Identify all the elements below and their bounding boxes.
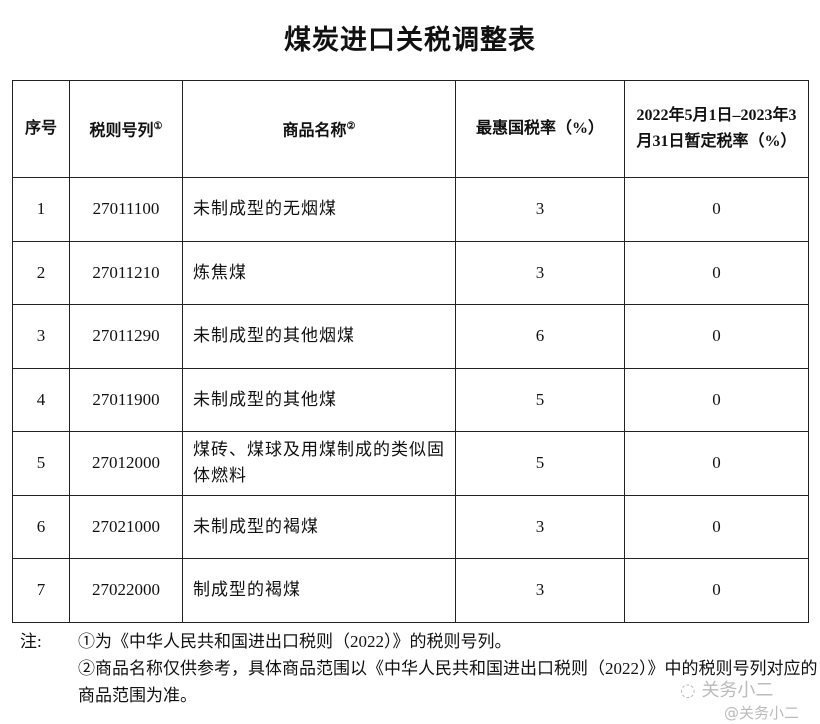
table-row: 4 27011900 未制成型的其他煤 5 0 [12, 367, 809, 432]
cell-seq: 6 [12, 494, 70, 559]
cell-name: 煤砖、煤球及用煤制成的类似固体燃料 [182, 431, 456, 496]
cell-seq: 1 [12, 177, 70, 242]
header-seq-label: 序号 [24, 120, 57, 137]
cell-name: 未制成型的褐煤 [182, 494, 456, 559]
cell-code: 27021000 [69, 494, 183, 559]
watermark-account: ◌ 关务小二 [680, 676, 773, 702]
watermark-handle: @关务小二 [724, 704, 800, 722]
table-row: 3 27011290 未制成型的其他烟煤 6 0 [12, 304, 809, 369]
note-2: ②商品名称仅供参考，具体商品范围以《中华人民共和国进出口税则（2022）》中的税… [78, 659, 818, 705]
cell-seq: 4 [12, 367, 70, 432]
cell-temp: 0 [624, 494, 809, 559]
cell-temp: 0 [624, 304, 809, 369]
header-mfn-label: 最惠国税率（%） [475, 120, 604, 137]
cell-name: 炼焦煤 [182, 240, 456, 305]
cell-mfn: 3 [455, 177, 625, 242]
header-temp: 2022年5月1日–2023年3月31日暂定税率（%） [624, 80, 809, 178]
cell-code: 27011210 [69, 240, 183, 305]
cell-temp: 0 [624, 240, 809, 305]
cell-temp: 0 [624, 367, 809, 432]
table-row: 6 27021000 未制成型的褐煤 3 0 [12, 494, 809, 559]
cell-code: 27012000 [69, 431, 183, 496]
cell-mfn: 3 [455, 240, 625, 305]
cell-code: 27011100 [69, 177, 183, 242]
cell-mfn: 5 [455, 431, 625, 496]
cell-seq: 7 [12, 558, 70, 623]
cell-name: 未制成型的其他煤 [182, 367, 456, 432]
header-code-label: 税则号列 [89, 122, 154, 140]
header-temp-label: 2022年5月1日–2023年3月31日暂定税率（%） [636, 107, 797, 150]
tariff-table: 序号 税则号列① 商品名称② 最惠国税率（%） 2022年5月1日–2023年3… [12, 80, 809, 623]
header-code: 税则号列① [69, 80, 183, 178]
cell-code: 27011900 [69, 367, 183, 432]
header-seq: 序号 [12, 80, 70, 178]
cell-temp: 0 [624, 431, 809, 496]
table-row: 2 27011210 炼焦煤 3 0 [12, 240, 809, 305]
cell-seq: 5 [12, 431, 70, 496]
note-1: ①为《中华人民共和国进出口税则（2022）》的税则号列。 [78, 632, 512, 651]
cell-temp: 0 [624, 558, 809, 623]
watermark-account-text: 关务小二 [701, 680, 774, 701]
header-name-label: 商品名称 [282, 122, 347, 140]
footnote-ref: ② [346, 120, 356, 132]
table-row: 5 27012000 煤砖、煤球及用煤制成的类似固体燃料 5 0 [12, 431, 809, 496]
footnote-ref: ① [153, 120, 163, 132]
page-title: 煤炭进口关税调整表 [284, 25, 536, 55]
cell-name: 未制成型的无烟煤 [182, 177, 456, 242]
cell-seq: 3 [12, 304, 70, 369]
cell-mfn: 3 [455, 494, 625, 559]
cell-mfn: 6 [455, 304, 625, 369]
header-mfn: 最惠国税率（%） [455, 80, 625, 178]
cell-code: 27011290 [69, 304, 183, 369]
header-name: 商品名称② [182, 80, 456, 178]
table-row: 1 27011100 未制成型的无烟煤 3 0 [12, 177, 809, 242]
table-row: 7 27022000 制成型的褐煤 3 0 [12, 558, 809, 623]
cell-mfn: 5 [455, 367, 625, 432]
wechat-icon: ◌ [680, 680, 702, 701]
cell-name: 制成型的褐煤 [182, 558, 456, 623]
notes-label: 注: [20, 632, 42, 651]
footnotes: 注: ①为《中华人民共和国进出口税则（2022）》的税则号列。 ②商品名称仅供参… [20, 628, 818, 709]
cell-code: 27022000 [69, 558, 183, 623]
cell-name: 未制成型的其他烟煤 [182, 304, 456, 369]
cell-mfn: 3 [455, 558, 625, 623]
cell-seq: 2 [12, 240, 70, 305]
cell-temp: 0 [624, 177, 809, 242]
table-header-row: 序号 税则号列① 商品名称② 最惠国税率（%） 2022年5月1日–2023年3… [12, 80, 809, 178]
